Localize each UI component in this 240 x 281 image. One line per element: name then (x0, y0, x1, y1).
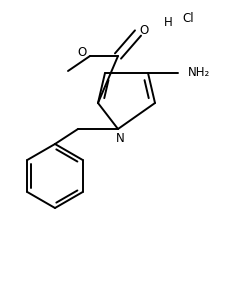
Text: O: O (77, 46, 87, 60)
Text: O: O (139, 24, 149, 37)
Text: N: N (116, 133, 124, 146)
Text: NH₂: NH₂ (188, 67, 210, 80)
Text: Cl: Cl (182, 12, 194, 26)
Text: H: H (164, 17, 172, 30)
